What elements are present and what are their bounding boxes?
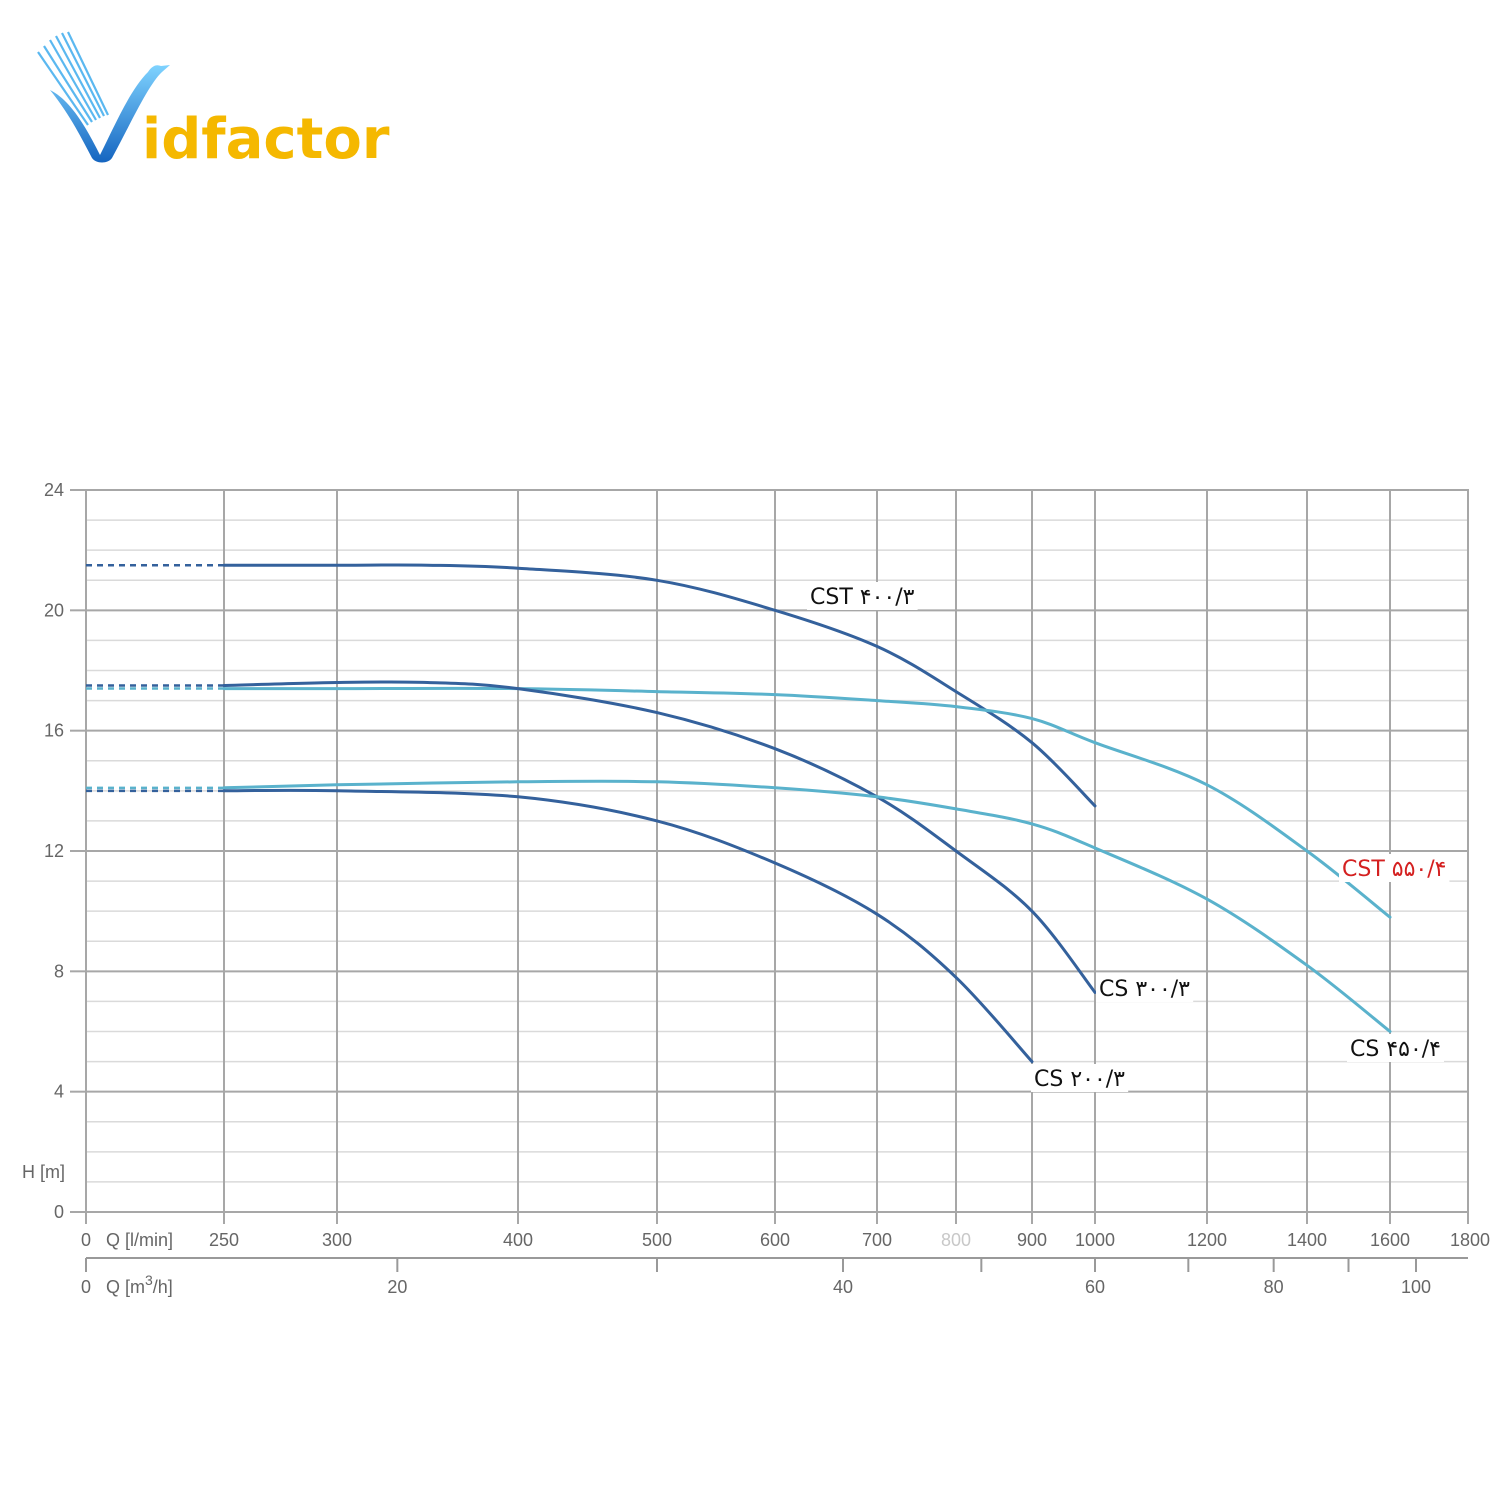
grid-minor-lines [86, 519, 1468, 1183]
series-layer [86, 563, 1392, 1064]
x-tick-label: 400 [503, 1230, 533, 1250]
x-tick-label: 250 [209, 1230, 239, 1250]
series-curve [222, 779, 1392, 1033]
y-axis-label: H [m] [22, 1162, 65, 1182]
bird-v-mark [50, 65, 170, 163]
y-axis-ticks: 0 4 8 12 16 20 24 [44, 480, 86, 1222]
grid-major-lines [86, 490, 1468, 1212]
series-label-bg [1347, 1034, 1444, 1062]
series-curve [222, 788, 1034, 1064]
brand-wordmark: idfactor [142, 107, 390, 170]
series-labels: CST ۴۰۰/۳ CST ۵۵۰/۴ CS ۳۰۰/۳ CS ۴۵۰/۴ CS ۲۰۰… [807, 582, 1450, 1092]
series-label-bg [807, 582, 918, 610]
x-axis-label: Q [l/min] [106, 1230, 173, 1250]
bird-feather-mark [37, 31, 109, 126]
x2-tick-label: 60 [1085, 1277, 1105, 1297]
x-tick-label: 0 [81, 1230, 91, 1250]
y-tick-label: 4 [54, 1082, 64, 1102]
x2-tick-label: 40 [833, 1277, 853, 1297]
series-label: CS ۲۰۰/۳ [1034, 1067, 1125, 1092]
series-label-bg [1339, 854, 1450, 882]
x-tick-label: 300 [322, 1230, 352, 1250]
x-tick-label: 700 [862, 1230, 892, 1250]
series-curve [222, 563, 1097, 808]
x-tick-label: 1600 [1370, 1230, 1410, 1250]
x2-axis-label-sup: 3 [145, 1272, 153, 1288]
series-curve [222, 686, 1392, 919]
series-label: CS ۴۵۰/۴ [1350, 1037, 1441, 1062]
y-tick-label: 16 [44, 721, 64, 741]
series-label: CST ۴۰۰/۳ [810, 585, 915, 610]
x2-tick-label: 0 [81, 1277, 91, 1297]
vidfactor-logo: idfactor [37, 31, 390, 170]
x-axis-ticks: 0 250 300 400 500 600 700 800 900 1000 1200 1400 160… [81, 1212, 1490, 1250]
x2-axis-label: Q [m3/h] [106, 1272, 173, 1297]
x2-tick-label: 80 [1264, 1277, 1284, 1297]
series-label-bg [1031, 1064, 1129, 1092]
series-label: CST ۵۵۰/۴ [1342, 857, 1446, 882]
y-tick-label: 0 [54, 1202, 64, 1222]
x2-axis-ticks: 0 20 40 60 80 100 [81, 1258, 1431, 1297]
x-tick-label: 1400 [1287, 1230, 1327, 1250]
y-tick-label: 12 [44, 841, 64, 861]
x-tick-label: 600 [760, 1230, 790, 1250]
x2-tick-label: 20 [387, 1277, 407, 1297]
x-tick-label: 500 [642, 1230, 672, 1250]
x2-tick-label: 100 [1401, 1277, 1431, 1297]
series-label-bg [1096, 974, 1194, 1002]
x-tick-label: 800 [941, 1230, 971, 1250]
x-tick-label: 900 [1017, 1230, 1047, 1250]
series-label: CS ۳۰۰/۳ [1099, 977, 1190, 1002]
x-tick-label: 1000 [1075, 1230, 1115, 1250]
x-tick-label: 1800 [1450, 1230, 1490, 1250]
y-tick-label: 24 [44, 480, 64, 500]
x-tick-label: 1200 [1187, 1230, 1227, 1250]
y-tick-label: 20 [44, 600, 64, 620]
y-tick-label: 8 [54, 961, 64, 981]
series-curve [222, 680, 1097, 994]
